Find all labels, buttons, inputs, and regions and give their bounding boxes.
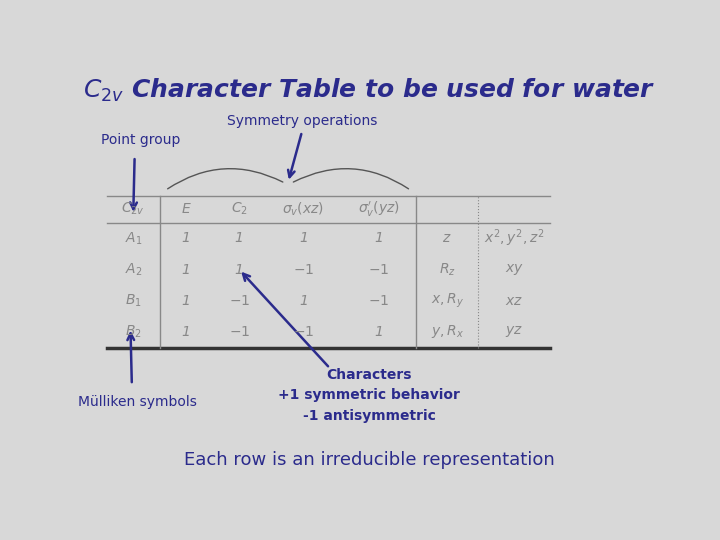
- Text: $A_1$: $A_1$: [125, 230, 142, 247]
- Text: $-1$: $-1$: [368, 262, 390, 276]
- Text: $xy$: $xy$: [505, 262, 523, 277]
- Text: Each row is an irreducible representation: Each row is an irreducible representatio…: [184, 451, 554, 469]
- Text: $y, R_x$: $y, R_x$: [431, 323, 464, 340]
- Text: $-1$: $-1$: [293, 325, 314, 339]
- Text: 1: 1: [235, 262, 243, 276]
- Text: 1: 1: [299, 294, 308, 308]
- Text: 1: 1: [182, 232, 191, 245]
- Text: Mülliken symbols: Mülliken symbols: [78, 395, 197, 409]
- Text: $-1$: $-1$: [368, 294, 390, 308]
- Text: $B_1$: $B_1$: [125, 293, 142, 309]
- Text: $xz$: $xz$: [505, 294, 523, 308]
- Text: $A_2$: $A_2$: [125, 261, 142, 278]
- Text: $x, R_y$: $x, R_y$: [431, 292, 464, 310]
- Text: $yz$: $yz$: [505, 325, 523, 340]
- Text: Point group: Point group: [101, 133, 180, 147]
- Text: $R_z$: $R_z$: [438, 261, 456, 278]
- Text: Characters
+1 symmetric behavior
-1 antisymmetric: Characters +1 symmetric behavior -1 anti…: [278, 368, 460, 423]
- Text: 1: 1: [374, 232, 383, 245]
- Text: 1: 1: [182, 262, 191, 276]
- Text: $x^2, y^2, z^2$: $x^2, y^2, z^2$: [484, 227, 544, 249]
- Text: 1: 1: [299, 232, 308, 245]
- Text: $C_2$: $C_2$: [231, 201, 248, 218]
- Text: $-1$: $-1$: [293, 262, 314, 276]
- Text: $C_{2v}$: $C_{2v}$: [122, 201, 145, 218]
- Text: $\sigma_v(xz)$: $\sigma_v(xz)$: [282, 200, 325, 218]
- Text: $C_{2v}$ Character Table to be used for water: $C_{2v}$ Character Table to be used for …: [83, 77, 655, 104]
- Text: 1: 1: [235, 232, 243, 245]
- Text: $B_2$: $B_2$: [125, 324, 142, 340]
- Text: $-1$: $-1$: [229, 294, 250, 308]
- Text: $E$: $E$: [181, 202, 192, 217]
- Text: 1: 1: [182, 294, 191, 308]
- Text: 1: 1: [374, 325, 383, 339]
- Text: $\sigma_v^{\prime}(yz)$: $\sigma_v^{\prime}(yz)$: [358, 200, 400, 219]
- Text: Symmetry operations: Symmetry operations: [227, 114, 377, 128]
- Text: $z$: $z$: [442, 232, 452, 245]
- Text: $-1$: $-1$: [229, 325, 250, 339]
- Text: 1: 1: [182, 325, 191, 339]
